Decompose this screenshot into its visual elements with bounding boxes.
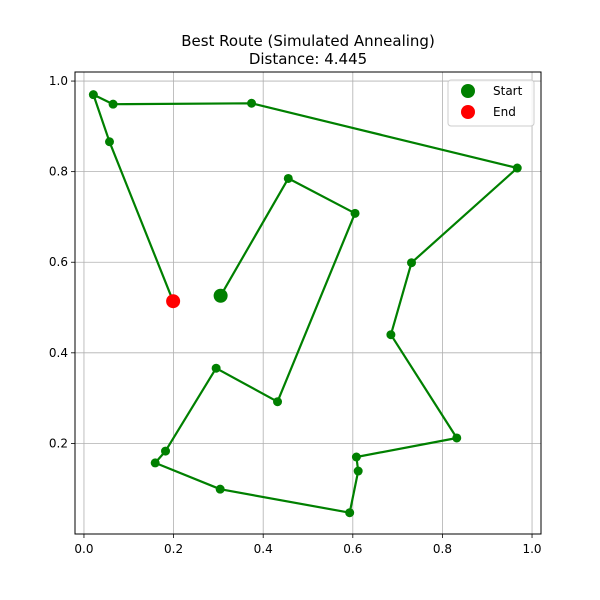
route-point <box>283 173 293 183</box>
x-axis: 0.0 0.2 0.4 0.6 0.8 1.0 <box>74 534 542 556</box>
route-point <box>215 484 225 494</box>
route-line <box>92 93 519 514</box>
route-point <box>386 330 396 340</box>
x-tick-label: 0.6 <box>343 542 362 556</box>
route-point <box>88 90 98 100</box>
x-tick-label: 0.0 <box>74 542 93 556</box>
route-point <box>150 458 160 468</box>
legend-start-label: Start <box>493 84 523 98</box>
legend-end-label: End <box>493 105 516 119</box>
route-point <box>345 508 355 518</box>
start-point <box>213 288 228 303</box>
legend-start-marker <box>461 84 475 98</box>
y-axis: 0.2 0.4 0.6 0.8 1.0 <box>49 74 75 450</box>
end-point <box>166 294 181 309</box>
route-point <box>512 163 522 173</box>
x-tick-label: 0.8 <box>433 542 452 556</box>
chart-subtitle: Distance: 4.445 <box>249 50 367 68</box>
y-tick-label: 1.0 <box>49 74 68 88</box>
route-point <box>351 452 361 462</box>
route-point <box>247 98 257 108</box>
y-tick-label: 0.8 <box>49 165 68 179</box>
route-point <box>407 258 417 268</box>
chart-title: Best Route (Simulated Annealing) <box>181 32 435 50</box>
x-tick-label: 0.2 <box>164 542 183 556</box>
route-point <box>105 137 115 147</box>
y-tick-label: 0.4 <box>49 346 68 360</box>
y-tick-label: 0.2 <box>49 436 68 450</box>
plot-frame <box>74 71 542 535</box>
x-tick-label: 0.4 <box>254 542 273 556</box>
route-point <box>161 446 171 456</box>
route-point <box>273 397 283 407</box>
legend-end-marker <box>461 105 475 119</box>
route-point <box>211 363 221 373</box>
points-layer <box>88 90 522 518</box>
x-tick-label: 1.0 <box>522 542 541 556</box>
y-tick-label: 0.6 <box>49 255 68 269</box>
legend: Start End <box>447 79 535 127</box>
route-point <box>452 433 462 443</box>
route-point <box>353 466 363 476</box>
route-layer <box>92 93 519 514</box>
route-point <box>108 99 118 109</box>
route-point <box>350 208 360 218</box>
